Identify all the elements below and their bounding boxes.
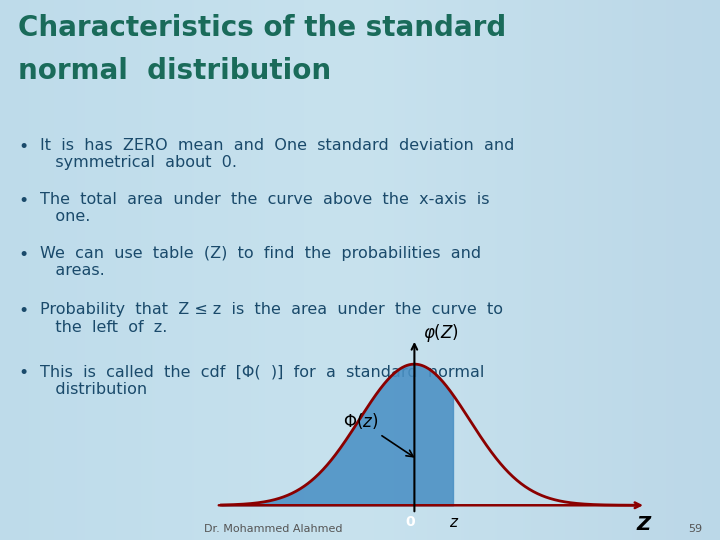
Text: $\Phi(z)$: $\Phi(z)$ xyxy=(343,411,413,457)
Text: The  total  area  under  the  curve  above  the  x-axis  is
   one.: The total area under the curve above the… xyxy=(40,192,489,224)
Text: Z: Z xyxy=(636,515,650,534)
Text: We  can  use  table  (Z)  to  find  the  probabilities  and
   areas.: We can use table (Z) to find the probabi… xyxy=(40,246,481,278)
Text: •: • xyxy=(18,364,28,382)
Text: This  is  called  the  cdf  [Φ(  )]  for  a  standard  normal
   distribution: This is called the cdf [Φ( )] for a stan… xyxy=(40,364,484,397)
Text: $\varphi(Z)$: $\varphi(Z)$ xyxy=(423,322,459,345)
Text: It  is  has  ZERO  mean  and  One  standard  deviation  and
   symmetrical  abou: It is has ZERO mean and One standard dev… xyxy=(40,138,514,170)
Text: 59: 59 xyxy=(688,523,702,534)
Text: 0: 0 xyxy=(406,515,415,529)
Text: Probability  that  Z ≤ z  is  the  area  under  the  curve  to
   the  left  of : Probability that Z ≤ z is the area under… xyxy=(40,302,503,335)
Text: •: • xyxy=(18,246,28,264)
Text: Characteristics of the standard: Characteristics of the standard xyxy=(18,14,506,42)
Text: •: • xyxy=(18,302,28,320)
Text: •: • xyxy=(18,138,28,156)
Text: normal  distribution: normal distribution xyxy=(18,57,331,85)
Text: z: z xyxy=(449,515,457,530)
Text: Dr. Mohammed Alahmed: Dr. Mohammed Alahmed xyxy=(204,523,343,534)
Text: •: • xyxy=(18,192,28,210)
